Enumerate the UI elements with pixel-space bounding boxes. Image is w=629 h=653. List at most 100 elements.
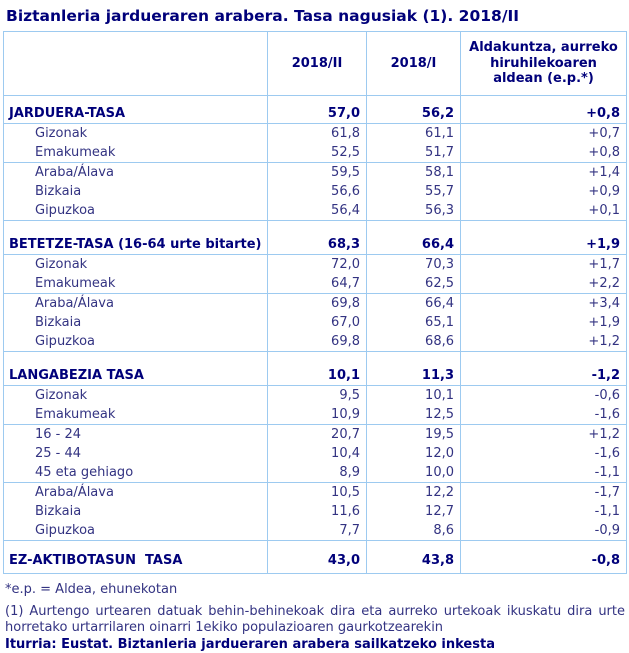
row-label: 25 - 44 — [35, 446, 82, 461]
value-current: 10,4 — [267, 444, 366, 463]
row-label: Araba/Álava — [35, 165, 114, 180]
value-current: 61,8 — [267, 124, 366, 143]
table-row: Gizonak 72,0 70,3 +1,7 — [4, 255, 626, 274]
value-current: 68,3 — [267, 235, 366, 254]
value-change: +3,4 — [460, 294, 626, 313]
value-current: 64,7 — [267, 274, 366, 293]
row-label: Emakumeak — [35, 145, 116, 160]
value-previous: 8,6 — [366, 521, 460, 540]
value-change: -0,8 — [460, 549, 626, 573]
row-label: Araba/Álava — [35, 485, 114, 500]
value-previous: 56,2 — [366, 104, 460, 123]
spacer-row — [4, 221, 626, 235]
value-previous: 12,0 — [366, 444, 460, 463]
value-current: 10,1 — [267, 366, 366, 385]
value-change: +1,4 — [460, 163, 626, 182]
value-previous: 65,1 — [366, 313, 460, 332]
value-change: +1,7 — [460, 255, 626, 274]
value-change: -1,7 — [460, 483, 626, 502]
value-previous: 43,8 — [366, 549, 460, 573]
value-current: 72,0 — [267, 255, 366, 274]
value-current: 43,0 — [267, 549, 366, 573]
footnotes: *e.p. = Aldea, ehunekotan (1) Aurtengo u… — [5, 582, 625, 653]
spacer-row — [4, 96, 626, 104]
rates-table: 2018/II 2018/I Aldakuntza, aurreko hiruh… — [3, 31, 627, 574]
source-note: Iturria: Eustat. Biztanleria jardueraren… — [5, 637, 495, 652]
value-current: 8,9 — [267, 463, 366, 482]
value-current: 10,5 — [267, 483, 366, 502]
row-label: Bizkaia — [35, 184, 82, 199]
row-label: JARDUERA-TASA — [9, 106, 126, 121]
section-header-row: BETETZE-TASA (16-64 urte bitarte) 68,3 6… — [4, 235, 626, 255]
table-row: Araba/Álava 59,5 58,1 +1,4 — [4, 163, 626, 182]
footnote-1: (1) Aurtengo urtearen datuak behin-behin… — [5, 604, 625, 635]
table-row: Bizkaia 67,0 65,1 +1,9 — [4, 313, 626, 332]
value-current: 11,6 — [267, 502, 366, 521]
value-previous: 68,6 — [366, 332, 460, 351]
table-row: 25 - 44 10,4 12,0 -1,6 — [4, 444, 626, 463]
row-label: BETETZE-TASA (16-64 urte bitarte) — [9, 237, 262, 252]
value-change: -1,6 — [460, 405, 626, 424]
value-previous: 12,2 — [366, 483, 460, 502]
value-current: 20,7 — [267, 425, 366, 444]
table-row: Araba/Álava 10,5 12,2 -1,7 — [4, 483, 626, 502]
table-row: Bizkaia 56,6 55,7 +0,9 — [4, 182, 626, 201]
table-row: Gipuzkoa 69,8 68,6 +1,2 — [4, 332, 626, 352]
value-change: +1,2 — [460, 332, 626, 351]
value-previous: 61,1 — [366, 124, 460, 143]
value-change: +0,7 — [460, 124, 626, 143]
value-change: -0,6 — [460, 386, 626, 405]
table-row: Gipuzkoa 56,4 56,3 +0,1 — [4, 201, 626, 221]
row-label: Gizonak — [35, 388, 88, 403]
value-current: 56,4 — [267, 201, 366, 220]
row-label: 45 eta gehiago — [35, 465, 134, 480]
page-title: Biztanleria jardueraren arabera. Tasa na… — [6, 7, 520, 25]
table-row: Emakumeak 52,5 51,7 +0,8 — [4, 143, 626, 163]
value-change: +0,8 — [460, 104, 626, 123]
table-row: Araba/Álava 69,8 66,4 +3,4 — [4, 294, 626, 313]
section-header-row: JARDUERA-TASA 57,0 56,2 +0,8 — [4, 104, 626, 124]
value-previous: 10,1 — [366, 386, 460, 405]
value-change: -1,1 — [460, 502, 626, 521]
value-current: 67,0 — [267, 313, 366, 332]
value-previous: 51,7 — [366, 143, 460, 162]
footnote-ep: *e.p. = Aldea, ehunekotan — [5, 582, 178, 597]
section-header-row: EZ-AKTIBOTASUN TASA 43,0 43,8 -0,8 — [4, 549, 626, 573]
value-previous: 66,4 — [366, 235, 460, 254]
value-current: 56,6 — [267, 182, 366, 201]
value-current: 7,7 — [267, 521, 366, 540]
table-row: Emakumeak 10,9 12,5 -1,6 — [4, 405, 626, 425]
row-label: Bizkaia — [35, 504, 82, 519]
row-label: LANGABEZIA TASA — [9, 368, 144, 383]
value-previous: 56,3 — [366, 201, 460, 220]
value-current: 10,9 — [267, 405, 366, 424]
value-change: +0,9 — [460, 182, 626, 201]
spacer-row — [4, 541, 626, 549]
table-row: 16 - 24 20,7 19,5 +1,2 — [4, 425, 626, 444]
table-row: 45 eta gehiago 8,9 10,0 -1,1 — [4, 463, 626, 483]
value-previous: 58,1 — [366, 163, 460, 182]
value-previous: 10,0 — [366, 463, 460, 482]
value-current: 69,8 — [267, 332, 366, 351]
table-row: Emakumeak 64,7 62,5 +2,2 — [4, 274, 626, 294]
value-change: -1,6 — [460, 444, 626, 463]
value-previous: 12,7 — [366, 502, 460, 521]
header-change: Aldakuntza, aurreko hiruhilekoaren aldea… — [460, 32, 626, 95]
row-label: Gipuzkoa — [35, 334, 95, 349]
table-row: Gizonak 61,8 61,1 +0,7 — [4, 124, 626, 143]
header-period-previous: 2018/I — [366, 32, 460, 95]
spacer-row — [4, 352, 626, 366]
header-period-current: 2018/II — [267, 32, 366, 95]
value-current: 59,5 — [267, 163, 366, 182]
value-previous: 66,4 — [366, 294, 460, 313]
value-change: +1,9 — [460, 235, 626, 254]
row-label: Araba/Álava — [35, 296, 114, 311]
row-label: EZ-AKTIBOTASUN TASA — [9, 553, 183, 568]
value-change: -1,2 — [460, 366, 626, 385]
value-current: 57,0 — [267, 104, 366, 123]
value-change: +1,9 — [460, 313, 626, 332]
table-header-row: 2018/II 2018/I Aldakuntza, aurreko hiruh… — [4, 32, 626, 96]
value-current: 52,5 — [267, 143, 366, 162]
row-label: Emakumeak — [35, 407, 116, 422]
row-label: Gipuzkoa — [35, 203, 95, 218]
